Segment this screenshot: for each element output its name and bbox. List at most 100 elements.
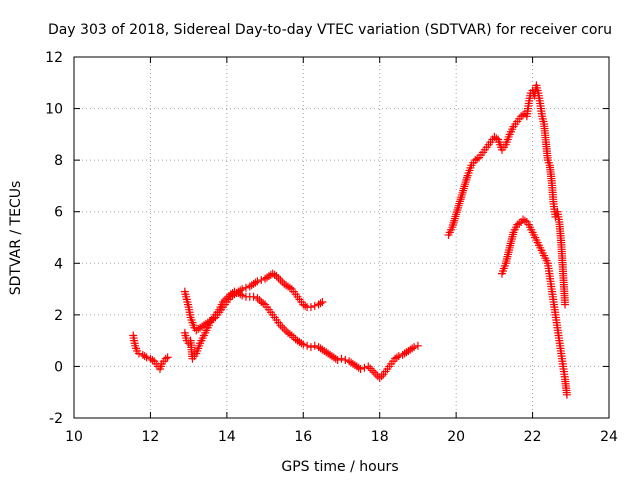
data-point [461, 178, 470, 187]
x-tick-label: 14 [218, 429, 236, 445]
data-point [142, 353, 151, 362]
x-tick-label: 24 [600, 429, 618, 445]
data-point [134, 349, 143, 358]
data-point [301, 301, 310, 310]
data-point [337, 354, 346, 363]
data-point [461, 180, 470, 189]
data-point [364, 362, 373, 371]
data-point [222, 294, 231, 303]
data-point [274, 274, 283, 283]
data-point [413, 341, 422, 350]
data-point [375, 374, 384, 383]
data-point [276, 321, 285, 330]
x-tick-label: 12 [142, 429, 160, 445]
data-point [451, 212, 460, 221]
data-point [457, 190, 466, 199]
data-point [392, 353, 401, 362]
data-point [285, 283, 294, 292]
data-point [455, 197, 464, 206]
data-point [316, 299, 325, 308]
data-point [140, 352, 149, 361]
data-point [341, 355, 350, 364]
data-point [303, 341, 312, 350]
x-tick-label: 10 [65, 429, 83, 445]
data-point [280, 325, 289, 334]
data-point [410, 343, 419, 352]
y-tick-label: 8 [54, 153, 63, 169]
data-point [408, 344, 417, 353]
y-tick-label: 2 [54, 308, 63, 324]
data-point [148, 355, 157, 364]
data-point [287, 331, 296, 340]
data-point [515, 219, 524, 228]
data-point [318, 297, 327, 306]
data-point [457, 193, 466, 202]
data-point [276, 276, 285, 285]
data-point [456, 195, 465, 204]
data-point [453, 205, 462, 214]
data-point [561, 300, 570, 309]
chart-title: Day 303 of 2018, Sidereal Day-to-day VTE… [48, 22, 612, 38]
data-point [259, 299, 268, 308]
data-point [253, 294, 262, 303]
data-point [368, 366, 377, 375]
data-point [520, 216, 529, 225]
data-point [272, 272, 281, 281]
x-tick-label: 16 [294, 429, 312, 445]
data-point [458, 188, 467, 197]
data-point [219, 297, 228, 306]
data-point [450, 214, 459, 223]
data-point [257, 276, 266, 285]
data-point [238, 291, 247, 300]
data-point [452, 208, 461, 217]
data-point [310, 301, 319, 310]
data-point [333, 355, 342, 364]
data-point [454, 201, 463, 210]
data-point [371, 370, 380, 379]
data-point [450, 216, 459, 225]
data-point [249, 292, 258, 301]
series-5 [498, 215, 571, 399]
data-point [455, 199, 464, 208]
data-point [230, 287, 239, 296]
x-tick-label: 20 [447, 429, 465, 445]
y-axis-label: SDTVAR / TECUs [8, 181, 24, 296]
data-point [310, 341, 319, 350]
data-point [251, 278, 260, 287]
data-point [519, 111, 528, 120]
data-point [473, 154, 482, 163]
y-tick-label: -2 [49, 411, 63, 427]
data-point [460, 182, 469, 191]
y-tick-label: 10 [45, 102, 63, 118]
data-point [278, 323, 287, 332]
y-tick-label: 4 [54, 256, 63, 272]
data-point [163, 353, 172, 362]
y-tick-label: 6 [54, 205, 63, 221]
data-point [241, 283, 250, 292]
data-point [459, 186, 468, 195]
x-tick-label: 22 [524, 429, 542, 445]
data-point [366, 364, 375, 373]
data-point [459, 184, 468, 193]
x-tick-label: 18 [371, 429, 389, 445]
data-point [299, 340, 308, 349]
data-point [220, 296, 229, 305]
series-2 [180, 269, 327, 335]
series-4 [444, 81, 570, 309]
series-3 [180, 287, 422, 383]
x-axis-label: GPS time / hours [281, 459, 398, 475]
data-point [306, 303, 315, 312]
plot-frame [73, 56, 610, 419]
data-point [297, 339, 306, 348]
data-point [236, 290, 245, 299]
data-point [306, 343, 315, 352]
series-1 [129, 331, 172, 374]
y-tick-label: 0 [54, 359, 63, 375]
y-tick-label: 12 [45, 50, 63, 66]
data-point [377, 372, 386, 381]
data-point [462, 173, 471, 182]
data-point [454, 203, 463, 212]
data-points [129, 81, 571, 399]
